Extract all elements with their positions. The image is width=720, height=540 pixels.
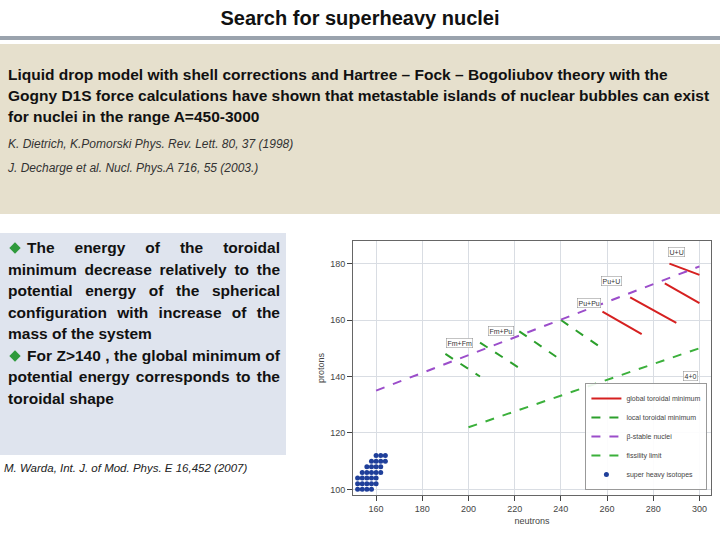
svg-text:240: 240: [553, 504, 568, 514]
svg-text:Fm+Fm: Fm+Fm: [448, 340, 472, 347]
svg-text:neutrons: neutrons: [514, 516, 550, 526]
svg-text:160: 160: [369, 504, 384, 514]
html-text:The energy of the toroidal min: The energy of the toroidal minimum decre…: [8, 239, 280, 342]
html-text:Search for superheavy nuclei: Search for superheavy nuclei: [220, 7, 500, 29]
svg-text:180: 180: [415, 504, 430, 514]
svg-text:fissility limit: fissility limit: [626, 452, 661, 460]
html-text:Liquid drop model with shell c: Liquid drop model with shell corrections…: [8, 66, 710, 125]
svg-text:160: 160: [330, 315, 345, 325]
svg-text:global toroidal minimum: global toroidal minimum: [626, 395, 700, 403]
svg-text:Pu+U: Pu+U: [603, 278, 621, 285]
svg-text:220: 220: [507, 504, 522, 514]
svg-text:300: 300: [692, 504, 707, 514]
svg-text:Pu+Pu: Pu+Pu: [579, 300, 600, 307]
html-text:J. Decharge et al. Nucl. Phys.: J. Decharge et al. Nucl. Phys.A 716, 55 …: [8, 161, 259, 175]
svg-text:4+0: 4+0: [685, 373, 697, 380]
svg-text:100: 100: [330, 485, 345, 495]
svg-text:180: 180: [330, 259, 345, 269]
svg-text:protons: protons: [316, 352, 326, 383]
svg-text:β-stable nuclei: β-stable nuclei: [626, 433, 672, 441]
svg-text:260: 260: [600, 504, 615, 514]
svg-text:200: 200: [461, 504, 476, 514]
svg-text:local toroidal minimum: local toroidal minimum: [626, 414, 696, 421]
html-text:For Z>140 , the global minimum: For Z>140 , the global minimum of potent…: [8, 346, 280, 407]
svg-text:Fm+Pu: Fm+Pu: [490, 328, 513, 335]
svg-text:140: 140: [330, 372, 345, 382]
svg-text:280: 280: [646, 504, 661, 514]
html-text:M. Warda, Int. J. of Mod. Phys: M. Warda, Int. J. of Mod. Phys. E 16,452…: [4, 462, 248, 474]
html-text:K. Dietrich, K.Pomorski Phys.: K. Dietrich, K.Pomorski Phys. Rev. Lett.…: [8, 137, 294, 151]
svg-text:U+U: U+U: [670, 249, 684, 256]
svg-text:super heavy isotopes: super heavy isotopes: [626, 471, 693, 479]
svg-text:120: 120: [330, 428, 345, 438]
